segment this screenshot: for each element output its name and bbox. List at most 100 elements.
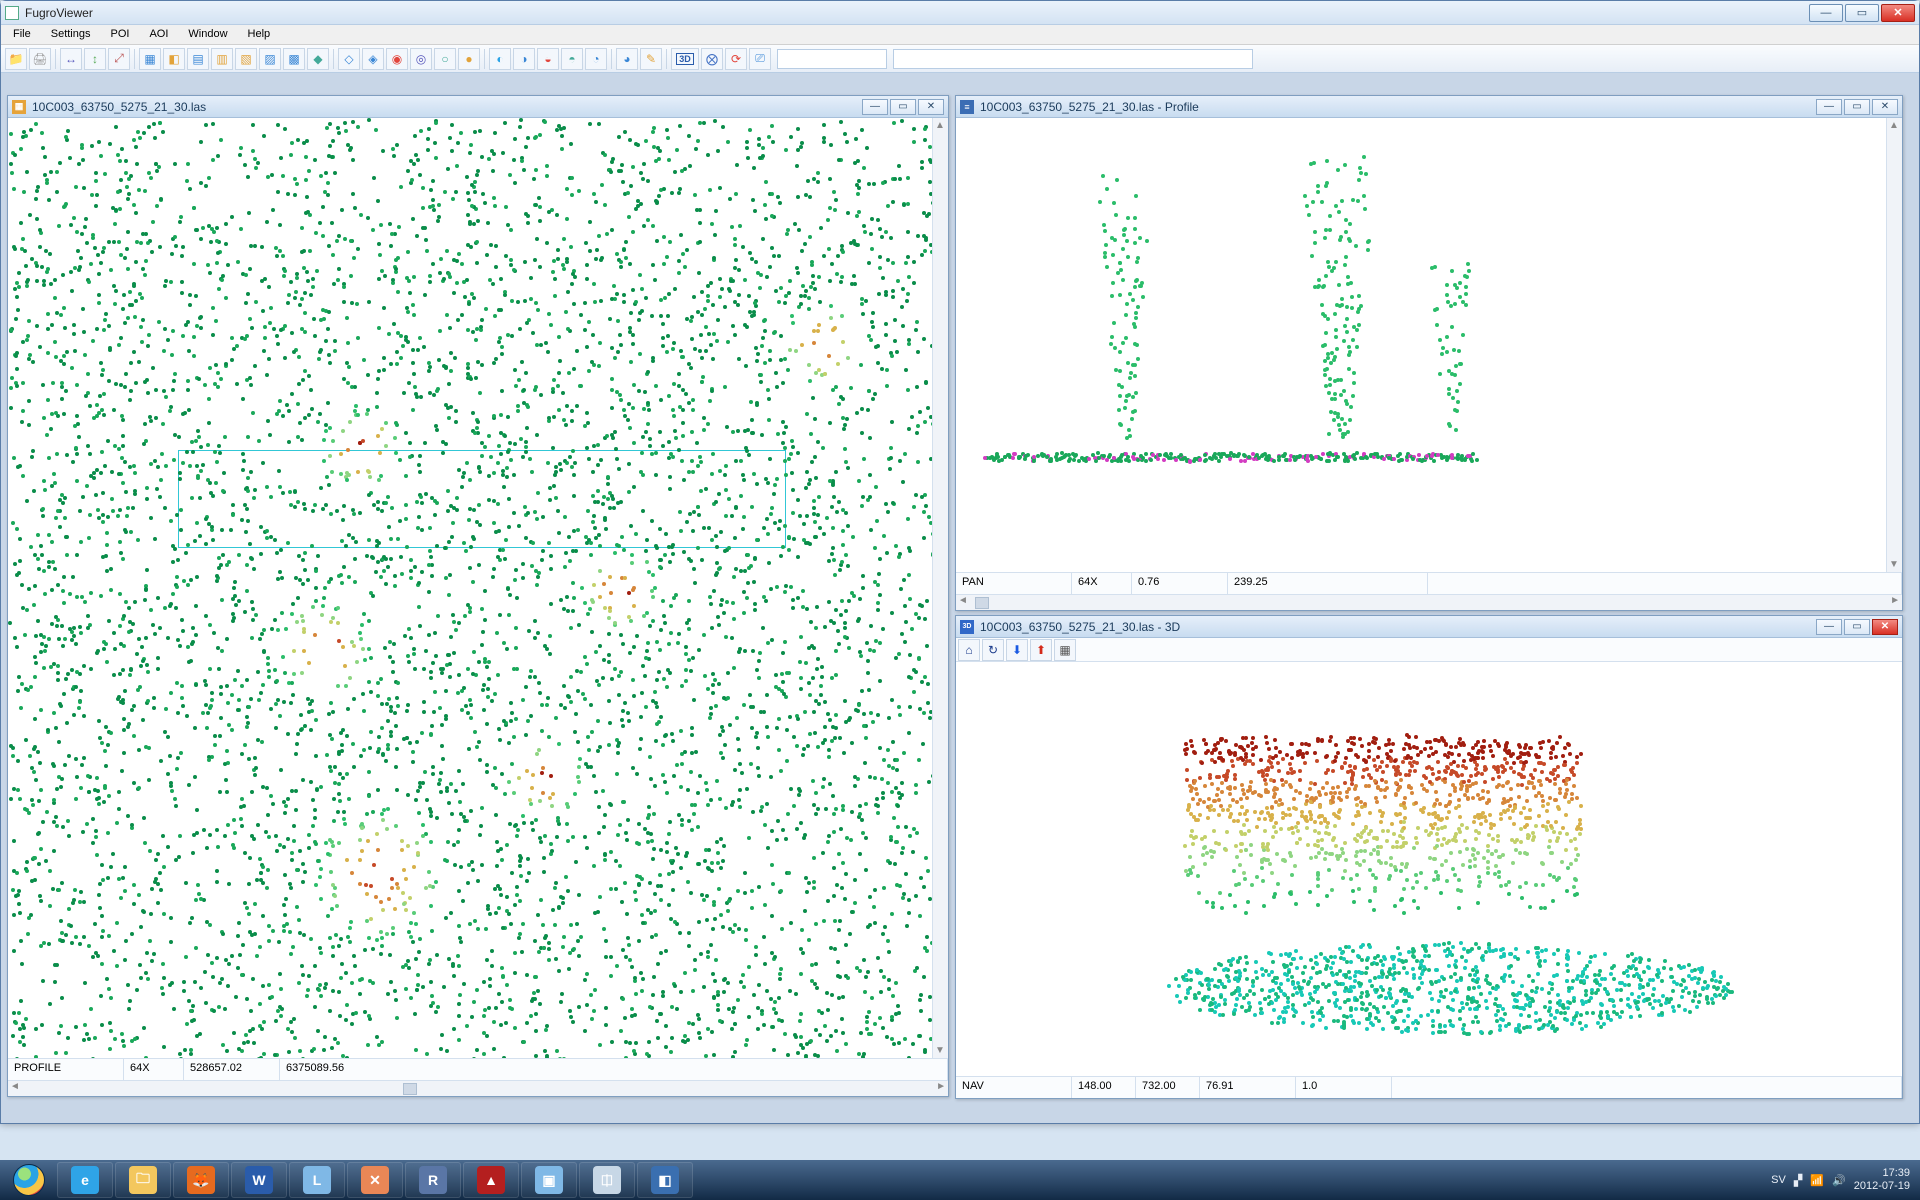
toolbar-button-6[interactable]: ◧ [163,48,185,70]
fugro-icon: ◧ [651,1166,679,1194]
toolbar-button-17[interactable]: ○ [434,48,456,70]
taskbar-item-pdf[interactable]: ▲ [463,1162,519,1198]
profile-selection-rect[interactable] [178,450,786,548]
toolbar-button-27[interactable]: ⨂ [701,48,723,70]
threed-toolbar-button-2[interactable]: ⬇ [1006,639,1028,661]
word-icon: W [245,1166,273,1194]
toolbar-button-18[interactable]: ● [458,48,480,70]
taskbar-item-lastools[interactable]: L [289,1162,345,1198]
threed-toolbar-button-1[interactable]: ↻ [982,639,1004,661]
toolbar-button-24[interactable]: ◕ [616,48,638,70]
maximize-button[interactable]: ▭ [1845,4,1879,22]
panel-profile-filename: 10C003_63750_5275_21_30.las - Profile [980,100,1810,114]
panel-profile-min[interactable]: — [1816,99,1842,115]
toolbar-button-11[interactable]: ▩ [283,48,305,70]
toolbar-button-16[interactable]: ◎ [410,48,432,70]
menu-window[interactable]: Window [178,25,237,44]
panel-main-max[interactable]: ▭ [890,99,916,115]
panel-main-close[interactable]: ✕ [918,99,944,115]
toolbar-input-2[interactable] [893,49,1253,69]
taskbar-item-images[interactable]: ▣ [521,1162,577,1198]
taskbar-item-firefox[interactable]: 🦊 [173,1162,229,1198]
toolbar-button-21[interactable]: ◒ [537,48,559,70]
status-zoom: 64X [1072,573,1132,594]
threed-pointcloud-canvas[interactable] [956,662,1902,1076]
toolbar-button-4[interactable]: ⤢ [108,48,130,70]
panel-main-hscroll[interactable] [8,1080,948,1096]
panel-3d: 3D 10C003_63750_5275_21_30.las - 3D — ▭ … [955,615,1903,1099]
minimize-button[interactable]: — [1809,4,1843,22]
tray-time[interactable]: 17:39 [1854,1167,1910,1180]
panel-3d-toolbar: ⌂↻⬇⬆▦ [956,638,1902,662]
taskbar-item-fugro[interactable]: ◧ [637,1162,693,1198]
threed-toolbar-button-3[interactable]: ⬆ [1030,639,1052,661]
toolbar-button-8[interactable]: ▥ [211,48,233,70]
panel-3d-close[interactable]: ✕ [1872,619,1898,635]
status-v4: 1.0 [1296,1077,1392,1098]
taskbar-item-app3[interactable]: ⎅ [579,1162,635,1198]
taskbar-item-word[interactable]: W [231,1162,287,1198]
toolbar-button-23[interactable]: ◔ [585,48,607,70]
toolbar-button-3[interactable]: ↕ [84,48,106,70]
panel-main-title[interactable]: ▦ 10C003_63750_5275_21_30.las — ▭ ✕ [8,96,948,118]
panel-main-min[interactable]: — [862,99,888,115]
menu-settings[interactable]: Settings [41,25,101,44]
tray-lang[interactable]: SV [1771,1174,1786,1186]
ie-icon: e [71,1166,99,1194]
toolbar-button-26[interactable]: 3D [671,48,699,70]
toolbar-button-12[interactable]: ◆ [307,48,329,70]
toolbar-button-22[interactable]: ◓ [561,48,583,70]
toolbar-button-13[interactable]: ◇ [338,48,360,70]
toolbar-button-20[interactable]: ◑ [513,48,535,70]
toolbar-button-5[interactable]: ▦ [139,48,161,70]
main-pointcloud-canvas[interactable] [8,118,948,1058]
panel-3d-title[interactable]: 3D 10C003_63750_5275_21_30.las - 3D — ▭ … [956,616,1902,638]
titlebar[interactable]: FugroViewer — ▭ ✕ [1,1,1919,25]
profile-pointcloud-canvas[interactable] [956,118,1902,572]
explorer-icon: 🗀 [129,1166,157,1194]
tray-flag-icon: ▞ [1794,1174,1802,1187]
panel-profile-close[interactable]: ✕ [1872,99,1898,115]
menu-help[interactable]: Help [238,25,281,44]
toolbar-button-15[interactable]: ◉ [386,48,408,70]
toolbar-button-14[interactable]: ◈ [362,48,384,70]
system-tray[interactable]: SV ▞ 📶 🔊 17:39 2012-07-19 [1763,1160,1918,1200]
tray-sound-icon[interactable]: 🔊 [1832,1174,1846,1187]
tray-date[interactable]: 2012-07-19 [1854,1180,1910,1193]
taskbar-item-app1[interactable]: ✕ [347,1162,403,1198]
taskbar-item-explorer[interactable]: 🗀 [115,1162,171,1198]
status-v2: 732.00 [1136,1077,1200,1098]
panel-profile-title[interactable]: ≡ 10C003_63750_5275_21_30.las - Profile … [956,96,1902,118]
app-window: FugroViewer — ▭ ✕ File Settings POI AOI … [0,0,1920,1124]
panel-profile-hscroll[interactable] [956,594,1902,610]
mdi-area: ▦ 10C003_63750_5275_21_30.las — ▭ ✕ PROF… [1,73,1919,1123]
menu-file[interactable]: File [3,25,41,44]
panel-3d-max[interactable]: ▭ [1844,619,1870,635]
toolbar-button-28[interactable]: ⟳ [725,48,747,70]
app3-icon: ⎅ [593,1166,621,1194]
menu-aoi[interactable]: AOI [139,25,178,44]
taskbar-item-app2[interactable]: R [405,1162,461,1198]
panel-profile-vscroll[interactable] [1886,118,1902,572]
panel-3d-min[interactable]: — [1816,619,1842,635]
threed-toolbar-button-4[interactable]: ▦ [1054,639,1076,661]
toolbar-button-9[interactable]: ▧ [235,48,257,70]
toolbar-button-0[interactable]: 📁 [5,48,27,70]
toolbar-button-25[interactable]: ✎ [640,48,662,70]
start-button[interactable] [2,1162,56,1198]
toolbar-button-19[interactable]: ◐ [489,48,511,70]
toolbar-button-10[interactable]: ▨ [259,48,281,70]
taskbar-item-ie[interactable]: e [57,1162,113,1198]
toolbar-button-2[interactable]: ↔ [60,48,82,70]
toolbar-button-29[interactable]: ⎚ [749,48,771,70]
toolbar-button-7[interactable]: ▤ [187,48,209,70]
threed-toolbar-button-0[interactable]: ⌂ [958,639,980,661]
close-button[interactable]: ✕ [1881,4,1915,22]
menu-poi[interactable]: POI [100,25,139,44]
toolbar-button-1[interactable]: 🖨 [29,48,51,70]
toolbar-input-1[interactable] [777,49,887,69]
panel-main-vscroll[interactable] [932,118,948,1058]
panel-profile-max[interactable]: ▭ [1844,99,1870,115]
windows-orb-icon [13,1164,45,1196]
tray-network-icon[interactable]: 📶 [1810,1174,1824,1187]
